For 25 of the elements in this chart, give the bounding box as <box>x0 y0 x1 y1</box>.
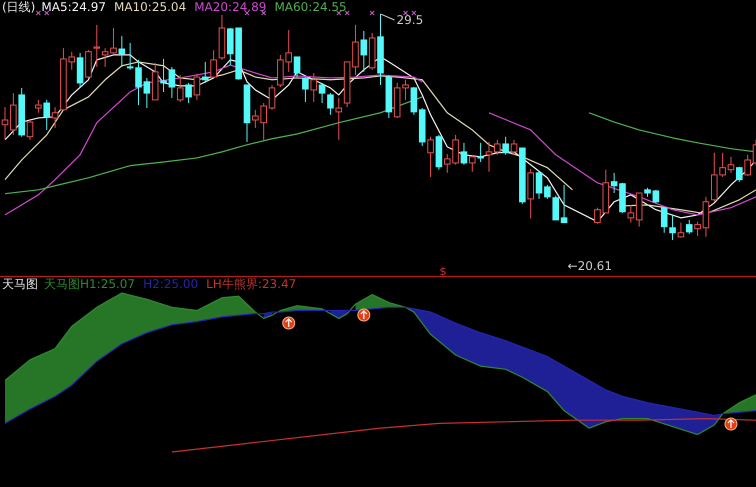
text: LH牛熊界:23.47 <box>206 277 296 291</box>
candlestick <box>310 72 318 102</box>
series-label: 天马图H1:25.07 <box>44 277 136 291</box>
candlestick <box>377 14 384 86</box>
text: ←20.61 <box>568 259 612 273</box>
text: MA20:24.89 <box>194 0 266 14</box>
candlestick <box>118 36 126 68</box>
text: MA60:24.55 <box>274 0 347 14</box>
candlestick <box>252 109 259 128</box>
candlestick <box>52 106 58 128</box>
text: MA10:25.04 <box>114 0 186 14</box>
candlestick <box>285 30 292 72</box>
candlestick <box>669 214 676 240</box>
chart-title: (日线) <box>2 0 36 14</box>
candlestick <box>335 97 342 140</box>
candlestick <box>360 30 368 72</box>
chart-title: 天马图 <box>2 277 38 291</box>
text: $ <box>440 265 446 278</box>
annotation: 29.5 <box>396 13 424 27</box>
candlestick <box>444 153 451 174</box>
candlestick <box>93 24 100 68</box>
candlestick <box>427 136 434 178</box>
text: H2:25.00 <box>143 277 198 291</box>
text: MA5:24.97 <box>41 0 106 14</box>
candlestick <box>68 51 76 70</box>
